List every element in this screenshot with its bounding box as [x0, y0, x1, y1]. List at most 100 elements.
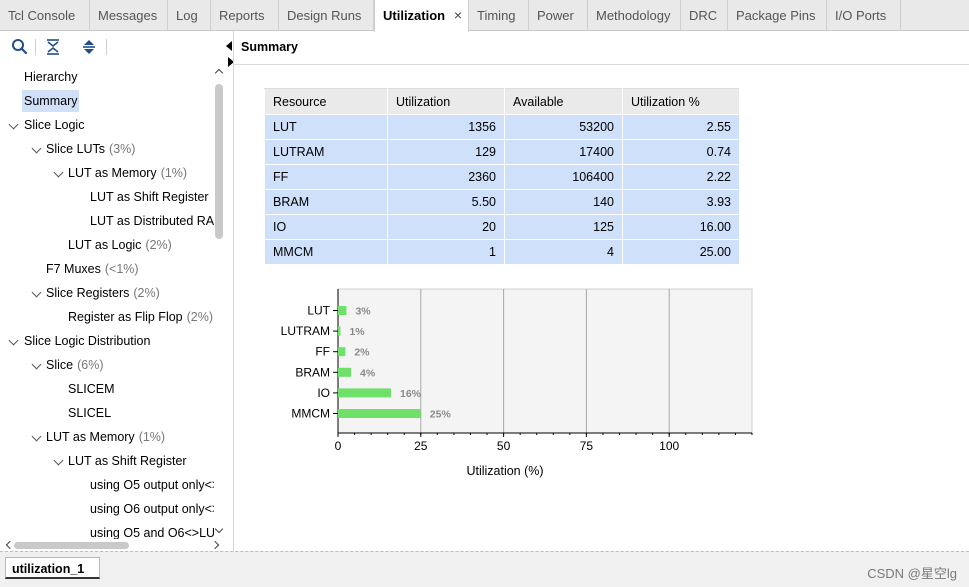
tree-item[interactable]: Slice Registers (2%) [0, 282, 214, 304]
chevron-down-icon[interactable] [31, 431, 42, 442]
chevron-down-icon[interactable] [31, 143, 42, 154]
tab-methodology[interactable]: Methodology [588, 0, 681, 31]
table-cell: MMCM [264, 239, 388, 265]
tab-label: Power [537, 8, 574, 23]
expand-all-icon[interactable] [79, 37, 99, 57]
tree-item[interactable]: LUT as Memory (1%) [0, 162, 214, 184]
expand-panel-icon[interactable] [228, 57, 234, 67]
y-tick-label: FF [315, 345, 330, 359]
watermark: CSDN @星空lg [867, 566, 957, 581]
tree-item[interactable]: Summary [0, 90, 214, 112]
scroll-down-icon[interactable] [214, 524, 224, 534]
table-row[interactable]: IO 20 125 16.00 [264, 214, 740, 240]
bottom-bar: utilization_1 CSDN @星空lg [0, 551, 969, 587]
tree-horizontal-scrollbar[interactable] [0, 539, 226, 551]
scroll-thumb[interactable] [14, 542, 129, 549]
column-header-utilization[interactable]: Utilization [387, 88, 505, 115]
tree-item-label: LUT as Distributed RAM [90, 214, 214, 228]
data-label: 16% [400, 388, 422, 400]
tree-item[interactable]: LUT as Distributed RAM [0, 210, 214, 232]
tree-item[interactable]: Hierarchy [0, 66, 214, 88]
tree-item[interactable]: LUT as Memory (1%) [0, 426, 214, 448]
tab-label: DRC [689, 8, 718, 23]
table-cell: 5.50 [387, 189, 505, 215]
tree-item-label: Slice Registers [46, 286, 130, 300]
tab-label: Timing [477, 8, 516, 23]
tab-package-pins[interactable]: Package Pins [728, 0, 827, 31]
tree-vertical-scrollbar[interactable] [213, 66, 225, 540]
tab-label: Log [176, 8, 198, 23]
tab-messages[interactable]: Messages [90, 0, 168, 31]
tree-item-percent: (3%) [109, 142, 136, 156]
tree-item[interactable]: LUT as Logic (2%) [0, 234, 214, 256]
table-row[interactable]: MMCM 1 4 25.00 [264, 239, 740, 265]
tree-item[interactable]: Slice (6%) [0, 354, 214, 376]
table-cell: FF [264, 164, 388, 190]
table-cell: 0.74 [622, 139, 740, 165]
tree-item[interactable]: using O6 output only<> [0, 498, 214, 520]
tree-item[interactable]: using O5 and O6<>LUT [0, 522, 214, 539]
tree-item[interactable]: using O5 output only<> [0, 474, 214, 496]
column-header-resource[interactable]: Resource [264, 88, 388, 115]
tree-item[interactable]: Slice Logic [0, 114, 214, 136]
tree-item[interactable]: Slice LUTs (3%) [0, 138, 214, 160]
tab-design-runs[interactable]: Design Runs [279, 0, 374, 31]
bar [338, 326, 341, 336]
chevron-down-icon[interactable] [8, 119, 19, 130]
tree-item[interactable]: LUT as Shift Register [0, 450, 214, 472]
tab-i-o-ports[interactable]: I/O Ports [827, 0, 901, 31]
chevron-down-icon[interactable] [8, 335, 19, 346]
chevron-down-icon[interactable] [53, 167, 64, 178]
tab-drc[interactable]: DRC [681, 0, 728, 31]
chevron-down-icon[interactable] [53, 455, 64, 466]
search-icon[interactable] [10, 37, 30, 57]
tree-item-label: SLICEL [68, 406, 112, 420]
table-row[interactable]: FF 2360 106400 2.22 [264, 164, 740, 190]
table-cell: 4 [504, 239, 623, 265]
column-header-available[interactable]: Available [504, 88, 623, 115]
bar [338, 306, 347, 315]
table-cell: 2360 [387, 164, 505, 190]
tab-power[interactable]: Power [529, 0, 588, 31]
tab-label: Utilization [383, 8, 446, 23]
scroll-right-icon[interactable] [210, 540, 220, 550]
tree-item[interactable]: F7 Muxes (<1%) [0, 258, 214, 280]
panel-splitter[interactable] [233, 31, 234, 551]
table-cell: 17400 [504, 139, 623, 165]
tree-item[interactable]: Slice Logic Distribution [0, 330, 214, 352]
table-cell: 2.55 [622, 114, 740, 140]
collapse-all-icon[interactable] [43, 37, 63, 57]
tree-item[interactable]: SLICEM [0, 378, 214, 400]
tree-item[interactable]: LUT as Shift Register [0, 186, 214, 208]
chevron-down-icon[interactable] [31, 359, 42, 370]
table-cell: 20 [387, 214, 505, 240]
tab-timing[interactable]: Timing [469, 0, 529, 31]
tree-toolbar [0, 31, 226, 63]
scroll-thumb[interactable] [215, 84, 223, 239]
tab-utilization[interactable]: Utilization × [374, 0, 469, 32]
close-icon[interactable]: × [453, 7, 462, 23]
table-cell: LUT [264, 114, 388, 140]
tab-reports[interactable]: Reports [211, 0, 279, 31]
column-header-utilization-pct[interactable]: Utilization % [622, 88, 740, 115]
tree-item-label: Slice LUTs [46, 142, 106, 156]
tree-item-label: using O5 and O6<>LUT [90, 526, 214, 539]
tree-item-label: using O5 output only<> [90, 478, 214, 492]
table-cell: 1 [387, 239, 505, 265]
scroll-up-icon[interactable] [214, 68, 224, 78]
tree-item-percent: (2%) [145, 238, 172, 252]
collapse-panel-icon[interactable] [226, 41, 232, 51]
bottom-tab-utilization[interactable]: utilization_1 [5, 557, 100, 579]
tab-tcl-console[interactable]: Tcl Console [0, 0, 90, 31]
scroll-left-icon[interactable] [5, 540, 15, 550]
toolbar-separator [35, 39, 36, 55]
x-axis-label: Utilization (%) [466, 464, 543, 478]
tree-item[interactable]: SLICEL [0, 402, 214, 424]
tab-log[interactable]: Log [168, 0, 211, 31]
tree-item[interactable]: Register as Flip Flop (2%) [0, 306, 214, 328]
chevron-down-icon[interactable] [31, 287, 42, 298]
table-row[interactable]: BRAM 5.50 140 3.93 [264, 189, 740, 215]
table-row[interactable]: LUTRAM 129 17400 0.74 [264, 139, 740, 165]
title-divider [234, 64, 969, 65]
table-row[interactable]: LUT 1356 53200 2.55 [264, 114, 740, 140]
